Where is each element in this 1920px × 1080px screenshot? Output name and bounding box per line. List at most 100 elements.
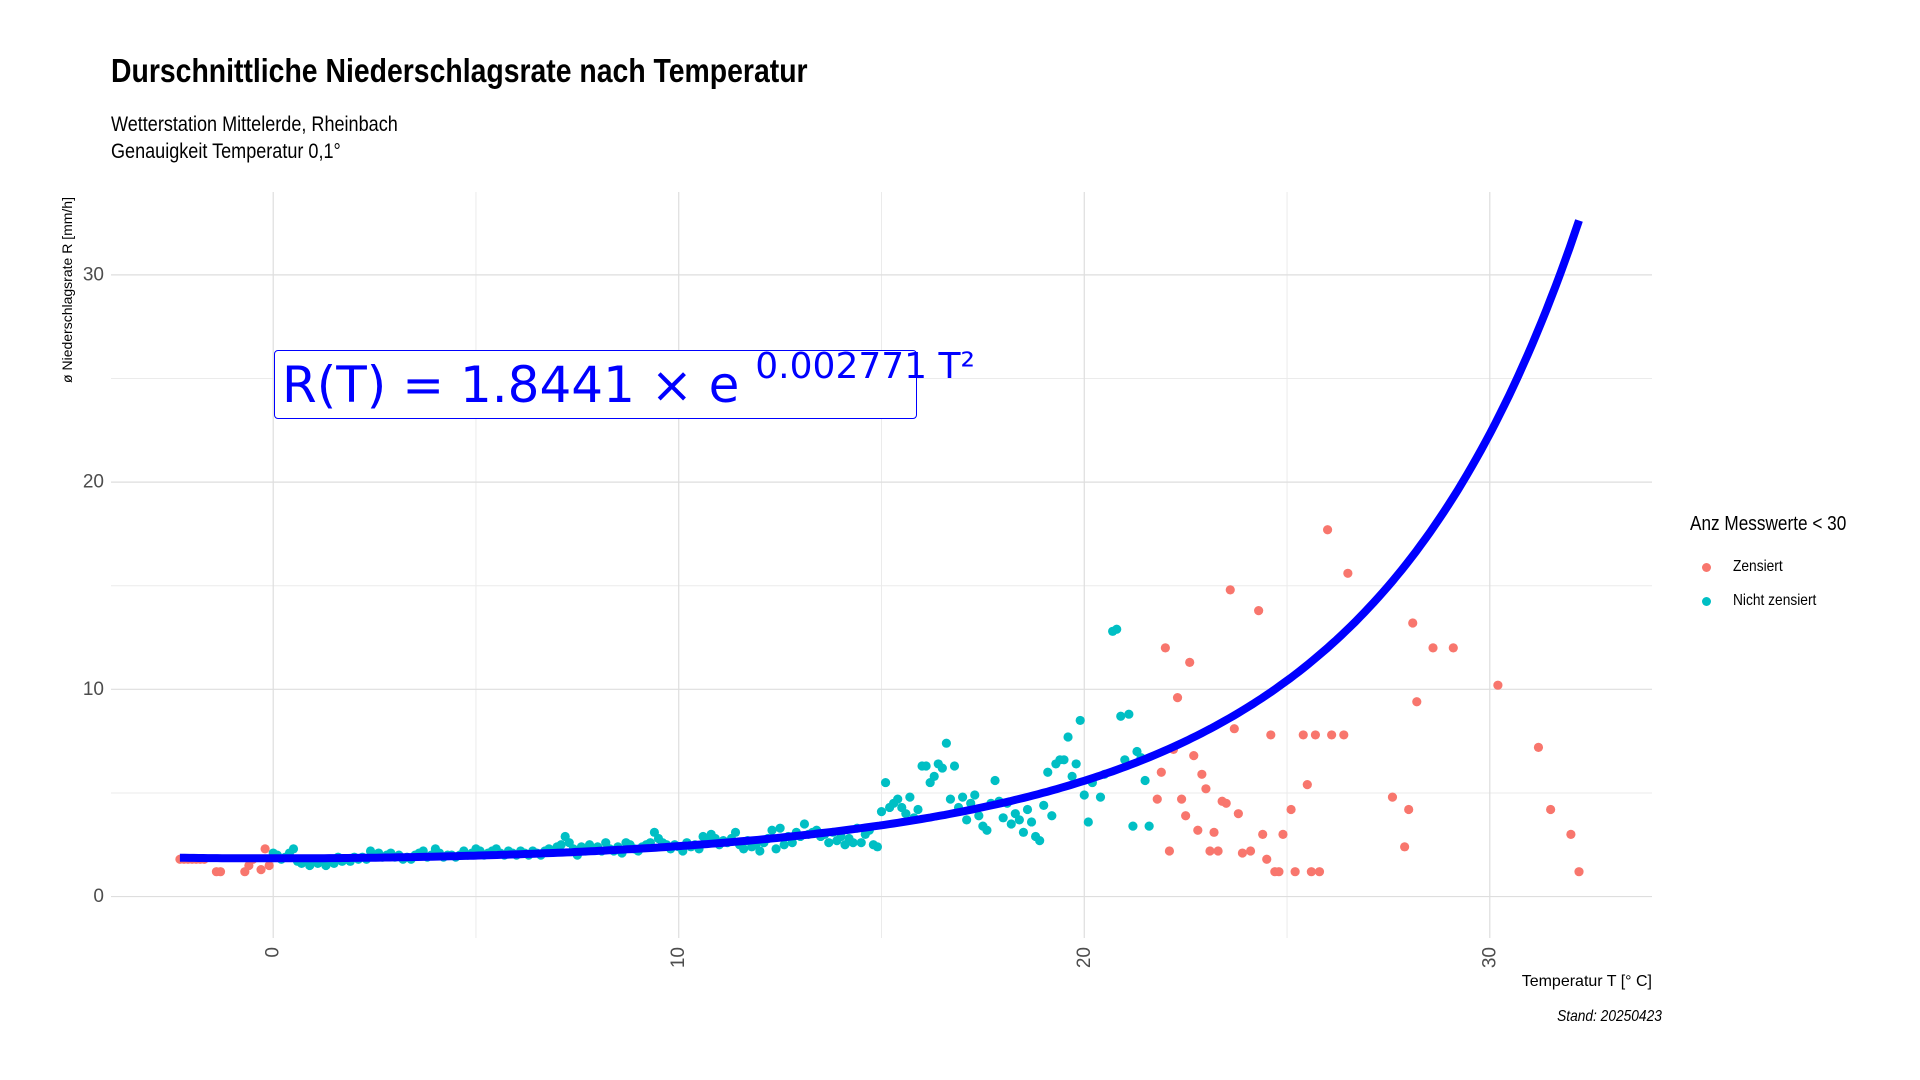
- point-nicht-zensiert: [779, 840, 789, 850]
- point-nicht-zensiert: [1079, 790, 1089, 800]
- point-nicht-zensiert: [1006, 819, 1016, 829]
- legend: Anz Messwerte < 30 Zensiert Nicht zensie…: [1690, 513, 1872, 618]
- point-zensiert: [1181, 811, 1191, 821]
- point-nicht-zensiert: [876, 806, 887, 817]
- point-zensiert: [1339, 730, 1349, 740]
- point-nicht-zensiert: [556, 840, 566, 850]
- major-gridlines: [111, 192, 1652, 938]
- axis-ticks: 0 10 20 30 0 10 20 30: [83, 264, 1500, 968]
- point-zensiert: [1225, 585, 1235, 595]
- point-zensiert: [260, 844, 270, 854]
- point-zensiert: [1152, 794, 1162, 804]
- point-zensiert: [1546, 804, 1556, 815]
- point-nicht-zensiert: [880, 777, 891, 788]
- point-nicht-zensiert: [941, 738, 951, 748]
- point-zensiert: [1278, 829, 1288, 839]
- point-nicht-zensiert: [1116, 711, 1126, 721]
- point-nicht-zensiert: [1014, 815, 1024, 825]
- point-zensiert: [1193, 825, 1203, 835]
- point-nicht-zensiert: [824, 838, 834, 848]
- equation-exponent: 0.002771 T²: [755, 346, 975, 387]
- point-nicht-zensiert: [767, 825, 777, 835]
- point-nicht-zensiert: [872, 842, 883, 852]
- point-nicht-zensiert: [1063, 732, 1073, 742]
- point-nicht-zensiert: [848, 838, 858, 848]
- point-zensiert: [1254, 605, 1264, 616]
- x-tick-label: 30: [1479, 947, 1500, 968]
- point-nicht-zensiert: [730, 827, 741, 837]
- point-nicht-zensiert: [1140, 775, 1150, 786]
- legend-item-nicht-zensiert: Nicht zensiert: [1690, 584, 1872, 618]
- point-nicht-zensiert: [1075, 715, 1085, 726]
- point-zensiert: [1286, 804, 1296, 815]
- x-tick-label: 0: [263, 947, 284, 958]
- point-nicht-zensiert: [945, 794, 956, 804]
- point-zensiert: [1493, 680, 1503, 690]
- point-zensiert: [1197, 769, 1207, 779]
- subtitle-line-1: Wetterstation Mittelerde, Rheinbach: [111, 113, 398, 136]
- equation-text: R(T) = 1.8441 × e 0.002771 T²: [282, 349, 975, 417]
- equation-box: R(T) = 1.8441 × e 0.002771 T²: [274, 349, 975, 419]
- point-nicht-zensiert: [970, 790, 980, 800]
- chart-subtitle: Wetterstation Mittelerde, Rheinbach Gena…: [111, 111, 398, 165]
- point-zensiert: [1221, 798, 1231, 808]
- x-tick-label: 20: [1074, 947, 1095, 968]
- point-zensiert: [1428, 643, 1438, 653]
- point-nicht-zensiert: [1124, 709, 1134, 719]
- point-zensiert: [1404, 804, 1414, 815]
- point-zensiert: [1201, 784, 1211, 794]
- point-zensiert: [1185, 657, 1195, 667]
- point-zensiert: [1176, 794, 1187, 804]
- point-zensiert: [1322, 525, 1333, 535]
- point-zensiert: [1213, 846, 1223, 856]
- point-zensiert: [1172, 693, 1183, 703]
- point-zensiert: [1400, 842, 1410, 852]
- chart-title: Durschnittliche Niederschlagsrate nach T…: [111, 52, 808, 89]
- point-nicht-zensiert: [913, 804, 923, 815]
- point-nicht-zensiert: [1039, 800, 1049, 810]
- point-nicht-zensiert: [1022, 804, 1033, 815]
- point-nicht-zensiert: [1095, 792, 1106, 802]
- point-zensiert: [1156, 767, 1166, 777]
- legend-dot-zensiert: [1702, 562, 1711, 572]
- point-nicht-zensiert: [929, 771, 939, 781]
- point-zensiert: [1533, 742, 1544, 752]
- point-zensiert: [1164, 846, 1175, 856]
- point-nicht-zensiert: [982, 825, 992, 835]
- point-zensiert: [256, 865, 266, 875]
- y-tick-label: 0: [93, 886, 104, 907]
- point-zensiert: [1189, 751, 1199, 761]
- point-zensiert: [1290, 867, 1300, 877]
- fit-curve: [179, 219, 1583, 863]
- y-tick-label: 30: [83, 264, 104, 285]
- point-nicht-zensiert: [1026, 817, 1037, 827]
- point-nicht-zensiert: [799, 819, 810, 829]
- point-zensiert: [1314, 867, 1325, 877]
- point-nicht-zensiert: [1059, 755, 1069, 765]
- point-nicht-zensiert: [755, 846, 765, 856]
- x-axis-title: Temperatur T [° C]: [1522, 973, 1652, 990]
- point-zensiert: [1209, 827, 1219, 837]
- point-zensiert: [1566, 829, 1576, 839]
- legend-label-nicht-zensiert: Nicht zensiert: [1733, 592, 1817, 609]
- point-nicht-zensiert: [1018, 827, 1029, 837]
- point-zensiert: [1233, 809, 1243, 819]
- point-zensiert: [1245, 846, 1256, 856]
- subtitle-line-2: Genauigkeit Temperatur 0,1°: [111, 140, 341, 163]
- point-zensiert: [1408, 618, 1418, 628]
- y-tick-label: 10: [83, 679, 104, 700]
- point-nicht-zensiert: [1071, 759, 1081, 769]
- legend-title: Anz Messwerte < 30: [1690, 513, 1847, 535]
- legend-item-zensiert: Zensiert: [1690, 550, 1872, 584]
- point-nicht-zensiert: [288, 844, 299, 854]
- point-nicht-zensiert: [1067, 771, 1077, 781]
- point-nicht-zensiert: [958, 792, 968, 802]
- point-nicht-zensiert: [771, 844, 781, 854]
- point-zensiert: [1302, 780, 1312, 790]
- point-nicht-zensiert: [1043, 767, 1053, 777]
- point-zensiert: [1306, 867, 1316, 877]
- legend-dot-nicht-zensiert: [1702, 596, 1711, 606]
- legend-label-zensiert: Zensiert: [1733, 558, 1783, 575]
- point-zensiert: [1310, 730, 1321, 740]
